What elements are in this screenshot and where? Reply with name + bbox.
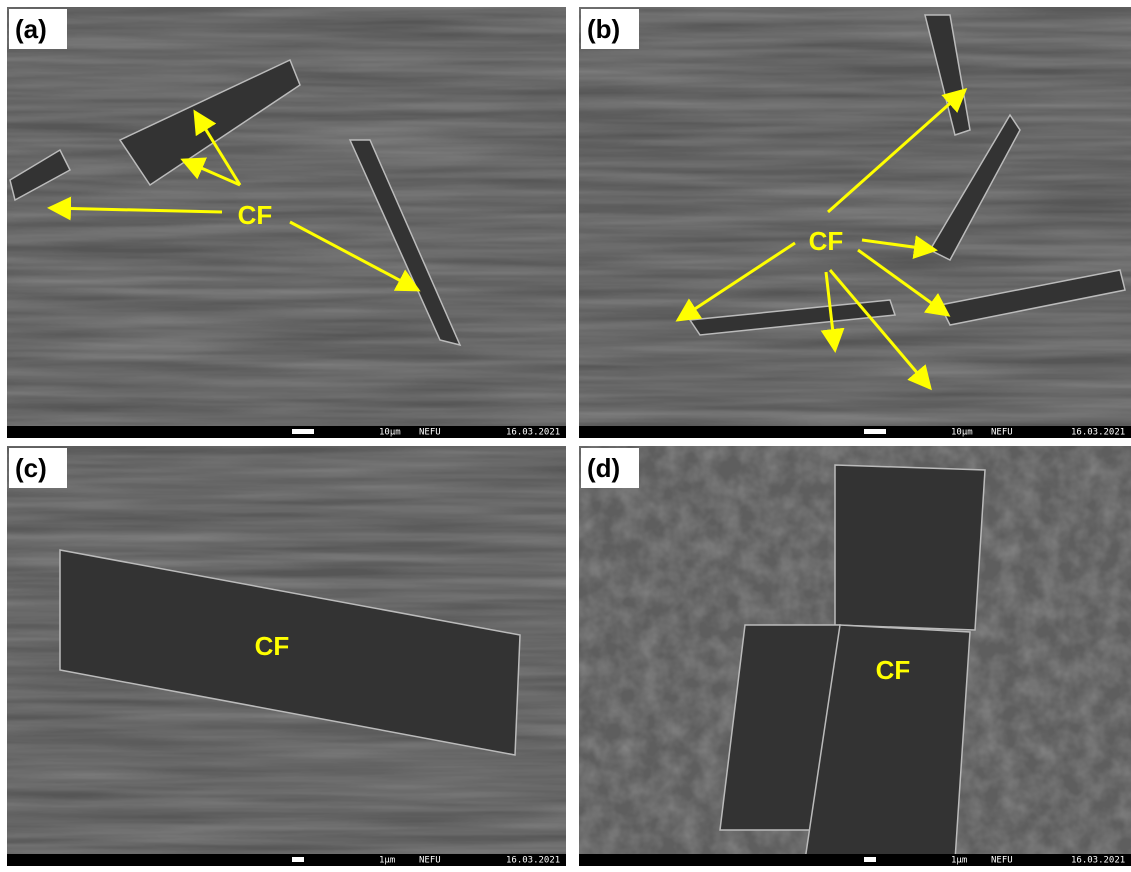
sem-panel: 10µm NEFU 16.03.2021 (a) CF bbox=[7, 7, 566, 438]
annotation: CF bbox=[876, 655, 911, 685]
date-text: 16.03.2021 bbox=[506, 856, 560, 866]
annotation: CF bbox=[255, 631, 290, 661]
date-text: 16.03.2021 bbox=[506, 428, 560, 438]
panel-label: (c) bbox=[15, 453, 47, 483]
lab-text: NEFU bbox=[991, 428, 1013, 438]
scale-bar bbox=[864, 429, 886, 434]
scale-text: 10µm bbox=[951, 428, 973, 438]
panel-label: (b) bbox=[587, 14, 620, 44]
scale-bar bbox=[864, 857, 876, 862]
lab-text: NEFU bbox=[991, 856, 1013, 866]
scale-bar bbox=[292, 429, 314, 434]
lab-text: NEFU bbox=[419, 856, 441, 866]
fiber bbox=[835, 465, 985, 630]
sem-panel: 10µm NEFU 16.03.2021 (b) CF bbox=[579, 7, 1131, 438]
info-bar bbox=[579, 854, 1131, 866]
scale-text: 1µm bbox=[951, 856, 967, 866]
sem-panel: 1µm NEFU 16.03.2021 (c) CF bbox=[7, 446, 566, 866]
panel-label: (a) bbox=[15, 14, 47, 44]
page: {"panels": [ {"label": "(a)", "annotatio… bbox=[0, 0, 1131, 872]
info-bar bbox=[7, 854, 566, 866]
info-bar bbox=[579, 426, 1131, 438]
date-text: 16.03.2021 bbox=[1071, 428, 1125, 438]
sem-panel: 1µm NEFU 16.03.2021 (d) CF bbox=[579, 446, 1131, 866]
annotation: CF bbox=[238, 200, 273, 230]
scale-bar bbox=[292, 857, 304, 862]
figure: 10µm NEFU 16.03.2021 (a) CF 10µm NEFU 16.03.202… bbox=[0, 0, 1131, 872]
annotation: CF bbox=[809, 226, 844, 256]
scale-text: 1µm bbox=[379, 856, 395, 866]
scale-text: 10µm bbox=[379, 428, 401, 438]
info-bar bbox=[7, 426, 566, 438]
panel-label: (d) bbox=[587, 453, 620, 483]
panel-texture bbox=[579, 7, 1131, 438]
lab-text: NEFU bbox=[419, 428, 441, 438]
date-text: 16.03.2021 bbox=[1071, 856, 1125, 866]
